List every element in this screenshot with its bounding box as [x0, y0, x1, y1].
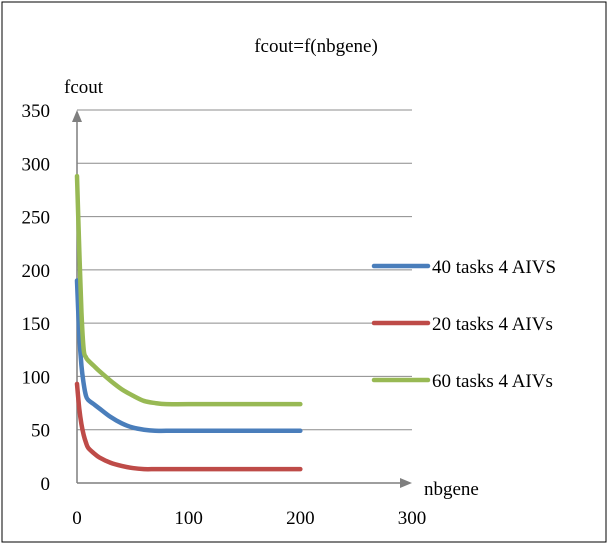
- series-line-2: [74, 381, 303, 472]
- x-tick-label: 100: [174, 508, 203, 529]
- series-line-1: [74, 278, 303, 434]
- y-axis-label: fcout: [64, 77, 104, 98]
- legend-label-2: 20 tasks 4 AIVs: [432, 314, 553, 335]
- x-tick-label: 300: [398, 508, 427, 529]
- x-tick-labels: 0 100 200 300: [72, 508, 426, 529]
- x-axis-label: nbgene: [424, 479, 479, 500]
- y-tick-label: 350: [22, 101, 51, 122]
- legend-label-3: 60 tasks 4 AIVs: [432, 371, 553, 392]
- chart-title: fcout=f(nbgene): [254, 36, 378, 57]
- y-tick-label: 250: [22, 208, 51, 229]
- y-axis-arrow-icon: [72, 110, 82, 122]
- y-tick-label: 50: [31, 421, 50, 442]
- y-tick-label: 300: [22, 154, 51, 175]
- y-tick-label: 150: [22, 314, 51, 335]
- x-axis-arrow-icon: [400, 478, 412, 488]
- y-tick-label: 200: [22, 261, 51, 282]
- legend-label-1: 40 tasks 4 AIVS: [432, 257, 556, 278]
- y-tick-label: 100: [22, 367, 51, 388]
- x-tick-label: 0: [72, 508, 82, 529]
- series-lines: [74, 173, 303, 472]
- y-tick-label: 0: [41, 474, 51, 495]
- y-tick-labels: 0 50 100 150 200 250 300 350: [22, 101, 51, 495]
- legend: 40 tasks 4 AIVS 20 tasks 4 AIVs 60 tasks 4…: [371, 257, 556, 392]
- x-tick-label: 200: [286, 508, 315, 529]
- series-line-3: [74, 173, 303, 407]
